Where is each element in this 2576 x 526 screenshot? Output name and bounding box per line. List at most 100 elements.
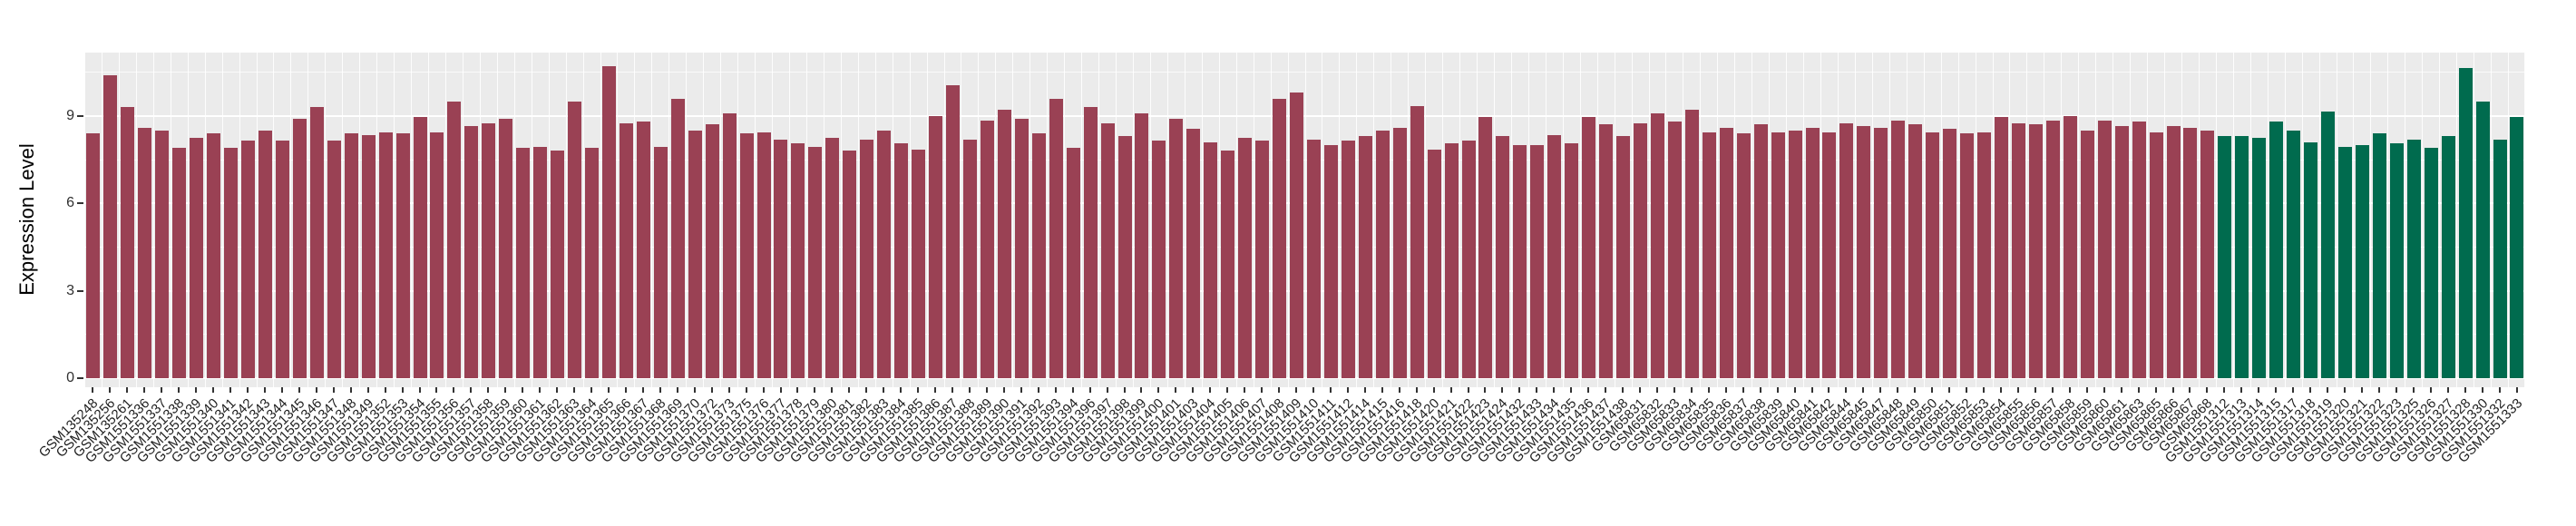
bar-slot (2508, 53, 2525, 387)
bar-slot (617, 53, 634, 387)
bar-slot (2147, 53, 2164, 387)
bar-GSM1551373 (722, 112, 737, 378)
bar-slot (1837, 53, 1855, 387)
bar-slot (1184, 53, 1202, 387)
bar-GSM65867 (2183, 127, 2198, 378)
x-tick-mark (1449, 387, 1452, 393)
x-tick-mark (590, 387, 593, 393)
bar-GSM1551314 (2252, 137, 2267, 378)
bar-GSM1551377 (774, 139, 788, 378)
bar-slot (221, 53, 239, 387)
x-tick-mark (366, 387, 369, 393)
x-tick-mark (900, 387, 903, 393)
x-tick-mark (2327, 387, 2329, 393)
x-tick-mark (470, 387, 473, 393)
bar-slot (1596, 53, 1615, 387)
bar-slot (2370, 53, 2387, 387)
x-tick-mark (1862, 387, 1865, 393)
bar-GSM1551380 (825, 137, 840, 378)
x-tick-mark (1810, 387, 1813, 393)
x-tick-mark (917, 387, 920, 393)
bar-slot (411, 53, 428, 387)
y-tick-label: 0 (66, 370, 74, 385)
bar-slot (1012, 53, 1029, 387)
bar-slot (256, 53, 274, 387)
bar-slot (325, 53, 342, 387)
bar-GSM65860 (2097, 120, 2112, 378)
bar-slot (2026, 53, 2044, 387)
x-tick-mark (607, 387, 610, 393)
bar-slot (204, 53, 222, 387)
bar-slot (376, 53, 394, 387)
x-tick-mark (2412, 387, 2415, 393)
bar-slot (2474, 53, 2491, 387)
bar-GSM1551409 (1290, 93, 1304, 378)
bar-GSM1551349 (361, 134, 376, 378)
bar-slot (857, 53, 875, 387)
bar-GSM1551415 (1375, 130, 1390, 378)
bar-slot (2095, 53, 2113, 387)
x-tick-mark (1346, 387, 1349, 393)
x-tick-mark (693, 387, 696, 393)
bar-slot (1132, 53, 1150, 387)
x-tick-mark (1673, 387, 1675, 393)
x-tick-mark (1776, 387, 1779, 393)
bar-slot (1253, 53, 1271, 387)
bar-slot (1545, 53, 1563, 387)
bar-slot (2130, 53, 2147, 387)
x-tick-mark (848, 387, 851, 393)
bar-GSM65859 (2080, 130, 2094, 378)
bar-GSM1551322 (2372, 133, 2386, 378)
bar-GSM1551359 (499, 119, 513, 378)
x-tick-mark (522, 387, 524, 393)
bar-GSM1551376 (756, 132, 771, 378)
bar-GSM1551361 (533, 146, 548, 378)
bar-GSM1551330 (2475, 101, 2490, 378)
bar-GSM1551382 (860, 139, 874, 378)
bar-GSM1551392 (1031, 133, 1046, 378)
bar-GSM1551432 (1513, 144, 1527, 378)
x-tick-mark (1983, 387, 1986, 393)
x-tick-mark (573, 387, 576, 393)
x-tick-mark (762, 387, 765, 393)
x-tick-mark (2034, 387, 2036, 393)
y-tick-mark (77, 202, 83, 205)
x-tick-mark (1157, 387, 1160, 393)
x-tick-mark (109, 387, 112, 393)
x-tick-mark (1518, 387, 1521, 393)
x-tick-mark (1192, 387, 1195, 393)
bar-GSM1551434 (1547, 134, 1562, 378)
bar-slot (2422, 53, 2439, 387)
bar-slot (582, 53, 600, 387)
bar-slot (2113, 53, 2130, 387)
bar-slot (1493, 53, 1511, 387)
y-tick-mark (77, 289, 83, 292)
bar-slot (1029, 53, 1047, 387)
bar-slot (1906, 53, 1924, 387)
bar-slot (187, 53, 205, 387)
x-tick-mark (951, 387, 953, 393)
x-tick-mark (1106, 387, 1108, 393)
bar-GSM1551321 (2355, 144, 2369, 378)
bar-slot (1975, 53, 1993, 387)
bar-GSM1551357 (464, 126, 479, 378)
bar-GSM1551338 (172, 148, 187, 378)
bar-slot (1957, 53, 1976, 387)
bar-GSM1551421 (1444, 143, 1459, 378)
bar-slot (1390, 53, 1408, 387)
bar-slot (1235, 53, 1254, 387)
x-tick-mark (659, 387, 661, 393)
bar-slot (462, 53, 480, 387)
x-tick-mark (2446, 387, 2449, 393)
bar-GSM65842 (1822, 132, 1837, 378)
bar-GSM1551366 (619, 122, 633, 378)
x-tick-mark (2258, 387, 2260, 393)
x-tick-mark (487, 387, 490, 393)
bar-GSM1551384 (894, 143, 909, 378)
bar-slot (1820, 53, 1838, 387)
x-tick-mark (2189, 387, 2191, 393)
bar-slot (1166, 53, 1185, 387)
bar-slot (479, 53, 497, 387)
bar-GSM1551328 (2458, 67, 2473, 378)
x-tick-mark (676, 387, 678, 393)
